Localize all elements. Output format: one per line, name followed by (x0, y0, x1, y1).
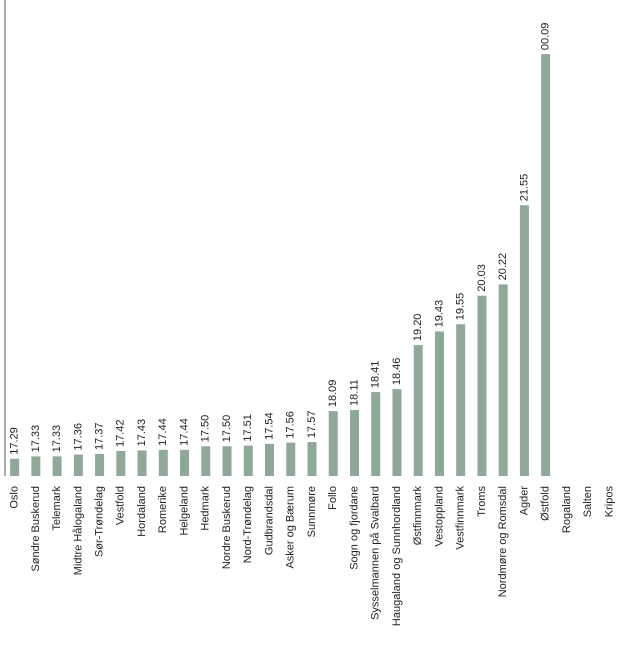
bar (328, 411, 338, 476)
value-label: 17.37 (93, 422, 105, 450)
bar (307, 442, 317, 476)
x-tick-label: Rogaland (561, 486, 573, 533)
x-tick-label: Troms (476, 486, 488, 517)
value-label: 17.50 (200, 415, 212, 443)
x-tick-label: Østfinnmark (412, 486, 424, 546)
bar (73, 454, 83, 476)
bar (201, 446, 211, 476)
x-tick-label: Vestoppland (433, 486, 445, 547)
bar (137, 450, 147, 476)
x-tick-label: Agder (518, 486, 530, 516)
value-label: 17.42 (115, 419, 127, 447)
value-label: 20.22 (497, 253, 509, 281)
x-tick-label: Vestfinnmark (455, 486, 467, 550)
bar (116, 451, 126, 476)
value-label: 17.43 (136, 419, 148, 447)
x-tick-label: Sør-Trøndelag (93, 486, 105, 557)
value-label: 17.44 (178, 418, 190, 446)
value-label: 17.33 (30, 425, 42, 453)
x-tick-label: Telemark (51, 486, 63, 531)
bar (52, 456, 62, 476)
value-label: 19.20 (412, 314, 424, 342)
value-label: 20.03 (476, 264, 488, 292)
value-label: 18.46 (391, 358, 403, 386)
value-label: 18.41 (370, 361, 382, 389)
x-tick-label: Sunnmøre (306, 486, 318, 537)
value-label: 21.55 (518, 174, 530, 202)
value-label: 19.43 (433, 300, 445, 328)
x-tick-label: Asker og Bærum (285, 486, 297, 569)
x-tick-label: Hedmark (200, 486, 212, 531)
bar (180, 449, 190, 476)
bar (477, 295, 487, 476)
x-tick-label: Østfold (540, 486, 552, 521)
bar (349, 409, 359, 476)
bar (95, 453, 105, 476)
bar (222, 446, 232, 476)
bar (158, 449, 168, 476)
x-tick-label: Sogn og fjordane (348, 486, 360, 570)
bar (413, 345, 423, 476)
x-tick-label: Romerike (157, 486, 169, 533)
x-tick-label: Oslo (9, 486, 21, 509)
bar (265, 443, 275, 476)
x-tick-label: Kripos (603, 486, 615, 518)
x-tick-label: Søndre Buskerud (30, 486, 42, 572)
value-label: 18.09 (327, 380, 339, 408)
value-label: 19.55 (455, 293, 467, 321)
value-label: 17.33 (51, 425, 63, 453)
value-label: 17.36 (72, 423, 84, 451)
value-label: 17.50 (221, 415, 233, 443)
bar (541, 54, 551, 477)
x-tick-label: Nord-Trøndelag (242, 486, 254, 563)
value-label: 17.56 (285, 411, 297, 439)
bar (434, 331, 444, 476)
x-tick-label: Salten (582, 486, 594, 517)
value-label: 17.57 (306, 411, 318, 439)
bar (392, 389, 402, 476)
value-label: 17.44 (157, 418, 169, 446)
bar (519, 205, 529, 476)
x-tick-label: Midtre Hålogaland (72, 486, 84, 575)
bar (456, 324, 466, 476)
value-label: 17.51 (242, 414, 254, 442)
value-label: 00.09 (540, 23, 552, 51)
value-label: 17.54 (263, 412, 275, 440)
bar (498, 284, 508, 476)
x-tick-label: Nordmøre og Romsdal (497, 486, 509, 597)
x-tick-label: Hordaland (136, 486, 148, 537)
x-tick-label: Haugaland og Sunnhordland (391, 486, 403, 626)
bar (286, 442, 296, 476)
bar (31, 456, 41, 476)
bar (243, 445, 253, 476)
value-label: 17.29 (9, 427, 21, 455)
x-tick-label: Helgeland (178, 486, 190, 536)
x-tick-label: Sysselmannen på Svalbard (370, 486, 382, 620)
x-tick-label: Follo (327, 486, 339, 510)
value-label: 18.11 (348, 379, 360, 406)
bar (10, 458, 20, 476)
x-tick-label: Vestfold (115, 486, 127, 525)
x-tick-label: Nordre Buskerud (221, 486, 233, 569)
bar (371, 392, 381, 476)
x-tick-label: Gudbrandsdal (263, 486, 275, 555)
